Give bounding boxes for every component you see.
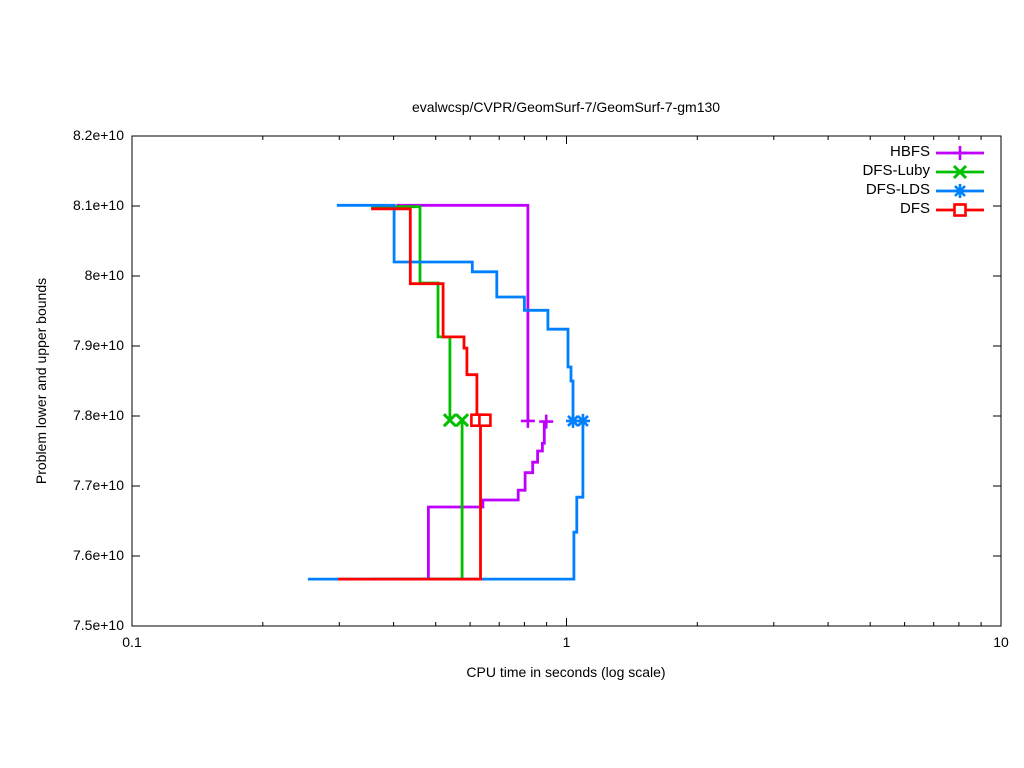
series-DFS-Luby-lower-bound	[371, 420, 464, 581]
y-tick-label: 7.7e+10	[73, 477, 124, 493]
x-tick-label: 10	[993, 634, 1009, 650]
y-tick-label: 8.1e+10	[73, 197, 124, 213]
legend-label-DFS-Luby: DFS-Luby	[862, 162, 930, 179]
legend-label-DFS-LDS: DFS-LDS	[865, 181, 930, 198]
series-HBFS-upper-bound	[396, 203, 530, 421]
series-HBFS-lower-bound	[396, 421, 548, 581]
plus-marker	[520, 413, 535, 428]
y-tick-label: 7.8e+10	[73, 407, 124, 423]
series-DFS-upper-bound	[371, 207, 479, 421]
legend-label-HBFS: HBFS	[889, 143, 930, 160]
x-tick-label: 1	[562, 634, 571, 650]
square-marker	[478, 413, 492, 428]
plus-marker	[953, 146, 967, 160]
x-marker	[952, 164, 968, 180]
legend-label-DFS: DFS	[900, 200, 930, 217]
star-marker	[565, 413, 580, 428]
chart-title: evalwcsp/CVPR/GeomSurf-7/GeomSurf-7-gm13…	[411, 99, 721, 115]
star-marker	[953, 184, 967, 198]
y-tick-label: 8.2e+10	[73, 127, 124, 143]
x-marker	[442, 413, 457, 428]
y-tick-label: 8e+10	[84, 267, 124, 283]
x-marker	[455, 413, 470, 428]
series-DFS-LDS-upper-bound	[336, 203, 575, 421]
square-marker	[953, 203, 967, 217]
y-tick-label: 7.9e+10	[73, 337, 124, 353]
series-DFS-LDS-lower-bound	[307, 420, 585, 581]
y-tick-label: 7.5e+10	[73, 617, 124, 633]
x-axis-title: CPU time in seconds (log scale)	[466, 664, 666, 680]
y-tick-label: 7.6e+10	[73, 547, 124, 563]
star-marker	[575, 413, 590, 428]
x-tick-label: 0.1	[122, 634, 142, 650]
plus-marker	[539, 414, 554, 429]
y-axis-title: Problem lower and upper bounds	[33, 277, 49, 485]
series-DFS-lower-bound	[338, 420, 482, 581]
